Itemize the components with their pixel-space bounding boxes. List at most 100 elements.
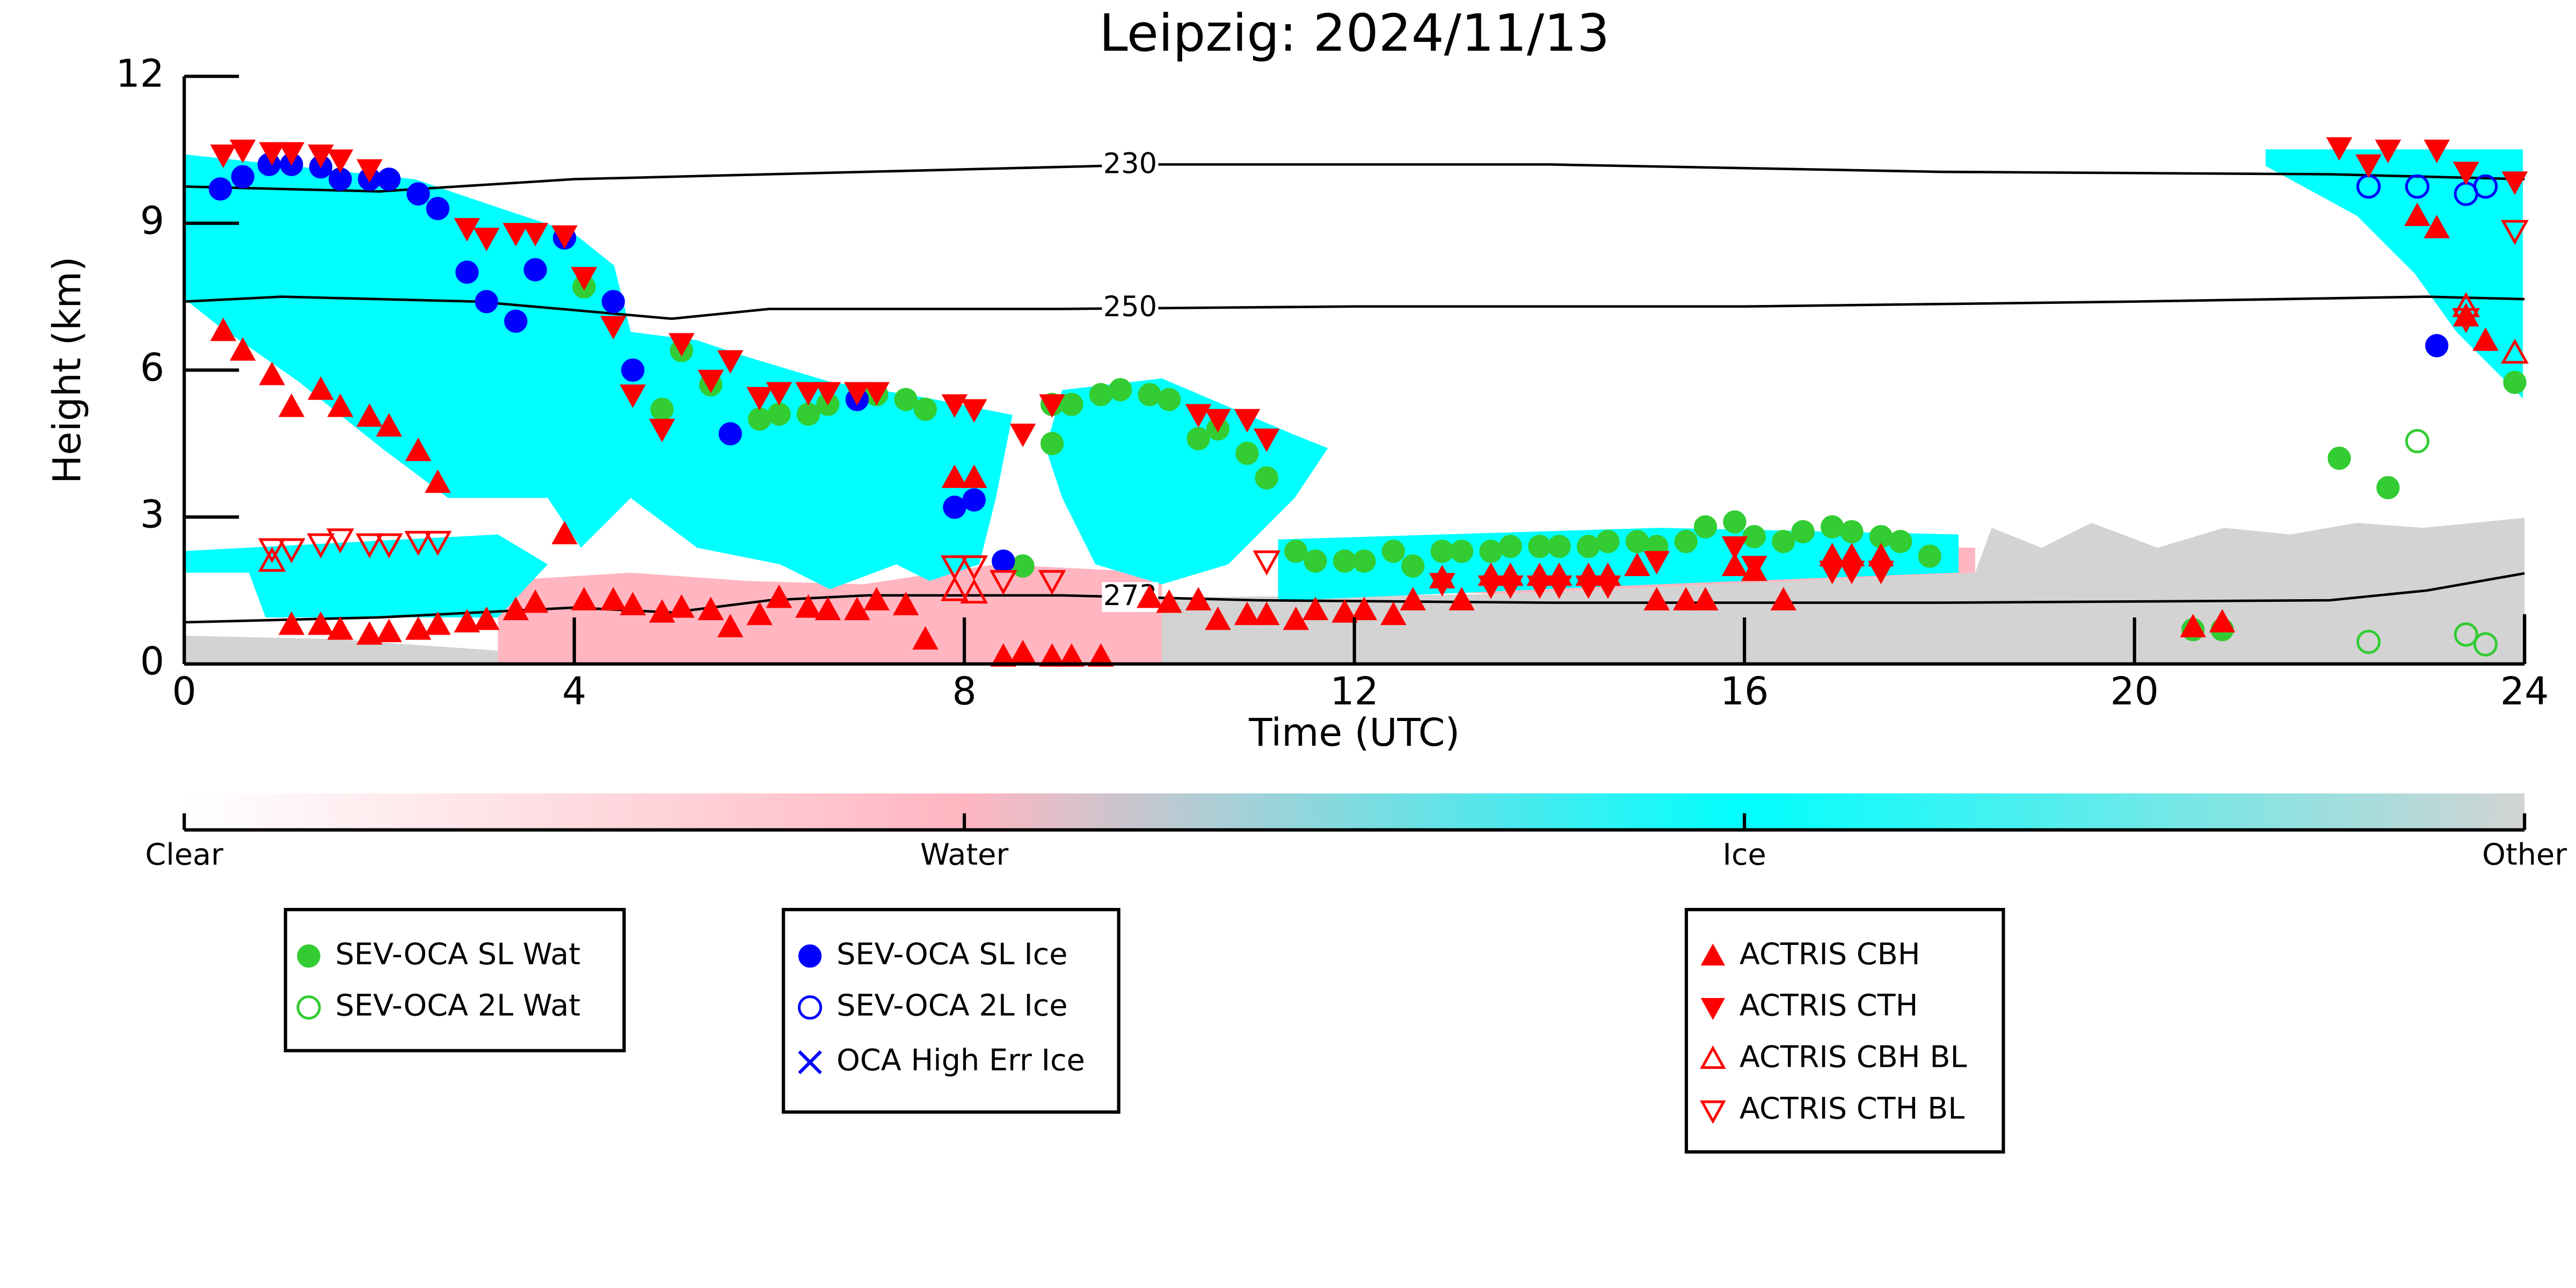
data-point: [1009, 424, 1036, 447]
data-point: [522, 589, 549, 613]
data-point: [814, 596, 841, 621]
x-tick-label: 16: [1720, 669, 1769, 714]
legend-label: ACTRIS CBH BL: [1740, 1039, 1967, 1074]
data-point: [425, 469, 451, 493]
data-point: [1157, 388, 1181, 411]
x-tick-label: 8: [952, 669, 977, 714]
data-point: [259, 361, 285, 385]
data-point: [405, 438, 432, 461]
data-point: [1351, 596, 1378, 621]
legend: SEV-OCA SL Wat SEV-OCA 2L Wat SEV-OCA SL I…: [296, 937, 1967, 1126]
data-point: [1060, 392, 1083, 416]
legend-label: OCA High Err Ice: [836, 1043, 1085, 1078]
data-point: [1401, 554, 1425, 578]
data-point: [1772, 529, 1795, 554]
y-tick-label: 9: [140, 198, 164, 243]
data-point: [1625, 529, 1649, 554]
data-point: [210, 317, 237, 341]
data-point: [473, 228, 500, 251]
colorbar-label: Water: [920, 837, 1009, 872]
data-point: [1156, 589, 1182, 613]
legend-label: SEV-OCA SL Wat: [335, 937, 580, 972]
data-point: [1136, 584, 1163, 608]
data-point: [2452, 292, 2480, 317]
data-point: [892, 592, 919, 616]
data-point: [2405, 174, 2429, 199]
data-point: [571, 267, 598, 290]
legend-box: [283, 908, 626, 1053]
data-point: [1284, 540, 1308, 563]
data-point: [326, 528, 354, 554]
data-point: [1380, 601, 1407, 625]
y-tick-label: 6: [140, 345, 164, 390]
x-tick-label: 4: [562, 669, 586, 714]
data-point: [1595, 575, 1621, 599]
data-point: [2404, 202, 2431, 226]
data-point: [943, 496, 966, 519]
data-point: [1185, 587, 1212, 610]
data-point: [1838, 561, 1865, 585]
data-point: [766, 584, 792, 608]
data-point: [278, 142, 305, 166]
data-point: [1497, 575, 1524, 599]
series: [258, 292, 2529, 665]
data-point: [1400, 587, 1426, 610]
data-point: [376, 413, 402, 437]
data-point: [913, 397, 937, 421]
data-point: [1576, 535, 1600, 558]
colorbar-label: Clear: [145, 837, 223, 872]
data-point: [960, 555, 988, 580]
data-point: [1624, 552, 1650, 577]
data-point: [1449, 587, 1475, 610]
colorbar-label: Ice: [1723, 837, 1766, 872]
isotherm-line: [184, 295, 2525, 320]
data-point: [941, 576, 969, 601]
data-point: [912, 626, 938, 650]
data-point: [522, 223, 549, 246]
data-point: [1255, 466, 1278, 490]
data-point: [210, 144, 237, 168]
data-point: [356, 621, 383, 645]
marker: [296, 995, 321, 1020]
isotherm-line: [184, 163, 2525, 193]
data-point: [990, 643, 1017, 667]
data-point: [1721, 536, 1748, 560]
data-point: [1498, 535, 1522, 558]
data-point: [1040, 432, 1064, 455]
data-point: [503, 223, 529, 246]
data-point: [503, 596, 529, 621]
data-point: [2375, 140, 2402, 163]
data-point: [278, 611, 305, 635]
data-point: [620, 384, 646, 408]
data-point: [377, 168, 401, 191]
data-point: [1039, 643, 1065, 667]
data-point: [1721, 552, 1748, 577]
data-point: [814, 382, 841, 406]
data-point: [649, 418, 675, 442]
data-point: [766, 382, 792, 406]
data-point: [941, 394, 968, 418]
data-point: [621, 358, 645, 382]
data-point: [2503, 370, 2527, 394]
data-point: [1283, 606, 1309, 630]
marker: [798, 995, 823, 1020]
data-point: [571, 587, 598, 610]
data-point: [1672, 587, 1699, 610]
data-point: [1253, 428, 1280, 452]
data-point: [1302, 596, 1329, 621]
data-point: [327, 149, 354, 173]
data-point: [551, 521, 578, 544]
marker: [1700, 1045, 1726, 1069]
legend-box: [1684, 908, 2005, 1154]
data-point: [1235, 441, 1259, 465]
data-point: [600, 587, 627, 610]
data-point: [2209, 609, 2236, 632]
data-point: [406, 182, 430, 206]
legend-label: SEV-OCA 2L Ice: [836, 988, 1068, 1023]
data-point: [2452, 308, 2480, 333]
data-point: [1770, 587, 1797, 610]
data-point: [1723, 510, 1747, 534]
data-point: [1643, 551, 1670, 574]
data-point: [1138, 383, 1161, 406]
data-point: [1693, 515, 1718, 539]
